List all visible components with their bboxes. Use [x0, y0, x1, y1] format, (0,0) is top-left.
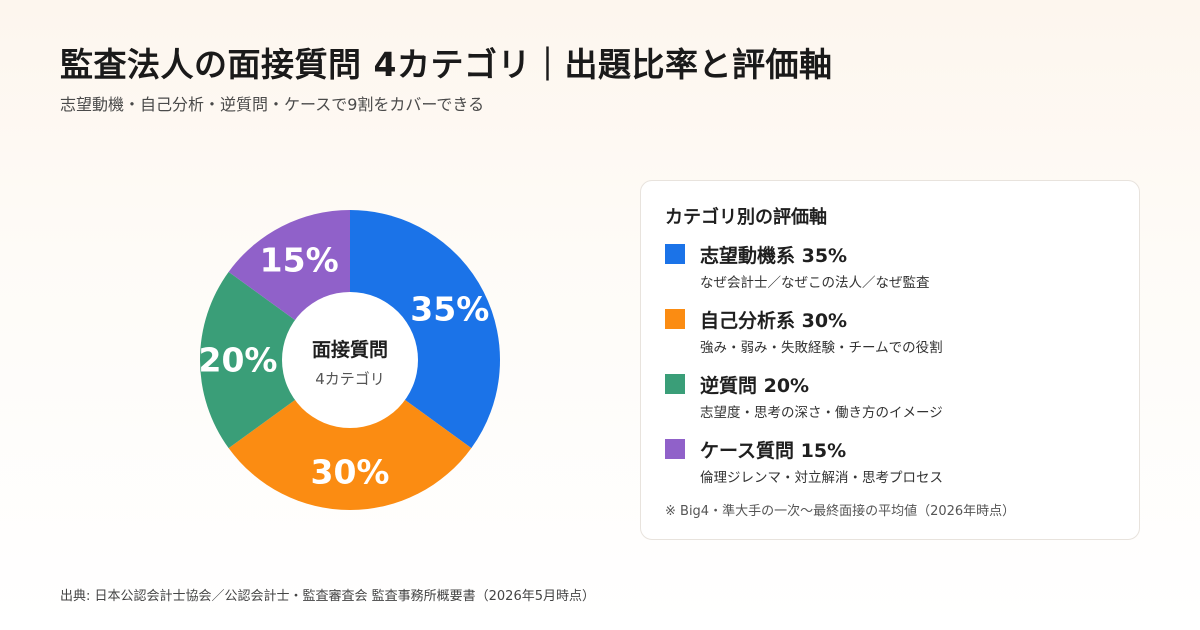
source-citation: 出典: 日本公認会計士協会／公認会計士・監査審査会 監査事務所概要書（2026年…: [60, 589, 596, 604]
legend-name: 志望動機系 35%: [700, 245, 848, 267]
legend-title: カテゴリ別の評価軸: [665, 207, 827, 228]
page-title: 監査法人の面接質問 4カテゴリ｜出題比率と評価軸: [60, 45, 833, 84]
legend-swatch-case-question: [665, 439, 685, 459]
legend-desc: 強み・弱み・失敗経験・チームでの役割: [700, 340, 943, 356]
legend-item-self-analysis: 自己分析系 30% 強み・弱み・失敗経験・チームでの役割: [665, 306, 1115, 371]
label-motivation: 35%: [410, 290, 489, 329]
legend-desc: 志望度・思考の深さ・働き方のイメージ: [700, 405, 943, 421]
label-case-question: 15%: [260, 241, 339, 280]
page-subtitle: 志望動機・自己分析・逆質問・ケースで9割をカバーできる: [60, 95, 485, 114]
legend-desc: なぜ会計士／なぜこの法人／なぜ監査: [700, 275, 930, 291]
label-reverse-question: 20%: [199, 341, 278, 380]
legend-item-case-question: ケース質問 15% 倫理ジレンマ・対立解消・思考プロセス: [665, 436, 1115, 501]
legend-desc: 倫理ジレンマ・対立解消・思考プロセス: [700, 470, 943, 486]
legend-name: ケース質問 15%: [700, 440, 847, 462]
label-self-analysis: 30%: [311, 453, 390, 492]
legend-swatch-motivation: [665, 244, 685, 264]
legend-swatch-reverse-question: [665, 374, 685, 394]
legend-panel: カテゴリ別の評価軸 志望動機系 35% なぜ会計士／なぜこの法人／なぜ監査 自己…: [640, 180, 1140, 540]
donut-hole: [282, 292, 418, 428]
center-title: 面接質問: [312, 338, 388, 361]
legend-item-motivation: 志望動機系 35% なぜ会計士／なぜこの法人／なぜ監査: [665, 241, 1115, 306]
legend-note: ※ Big4・準大手の一次〜最終面接の平均値（2026年時点）: [665, 504, 1016, 519]
legend-list: 志望動機系 35% なぜ会計士／なぜこの法人／なぜ監査 自己分析系 30% 強み…: [665, 241, 1115, 501]
legend-name: 逆質問 20%: [700, 375, 810, 397]
donut-chart: 35% 30% 20% 15% 面接質問 4カテゴリ: [190, 200, 510, 520]
legend-name: 自己分析系 30%: [700, 310, 848, 332]
slice-reverse-question: [199, 271, 350, 449]
slice-motivation: [350, 210, 500, 449]
legend-item-reverse-question: 逆質問 20% 志望度・思考の深さ・働き方のイメージ: [665, 371, 1115, 436]
legend-swatch-self-analysis: [665, 309, 685, 329]
donut-chart-svg: 35% 30% 20% 15% 面接質問 4カテゴリ: [199, 210, 500, 511]
slice-self-analysis: [228, 360, 472, 511]
center-subtitle: 4カテゴリ: [315, 370, 385, 388]
